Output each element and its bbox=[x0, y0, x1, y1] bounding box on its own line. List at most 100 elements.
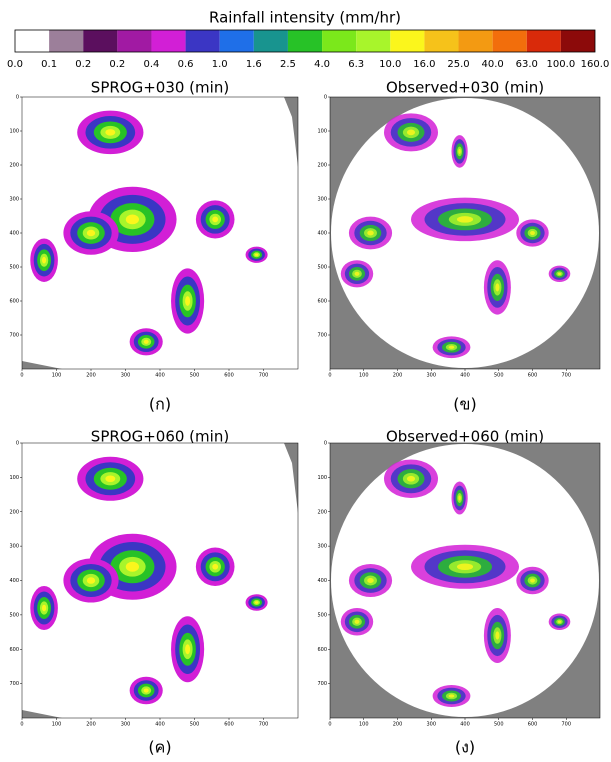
rain-area bbox=[185, 296, 190, 306]
y-tick-label: 400 bbox=[317, 578, 327, 584]
colorbar-swatch bbox=[561, 30, 595, 52]
x-tick-label: 400 bbox=[460, 373, 470, 379]
x-tick-label: 600 bbox=[224, 722, 234, 728]
x-tick-label: 200 bbox=[86, 722, 96, 728]
x-tick-label: 700 bbox=[561, 722, 571, 728]
x-tick-label: 300 bbox=[426, 722, 436, 728]
rain-area bbox=[558, 273, 561, 275]
rain-area bbox=[407, 130, 415, 136]
colorbar-tick-label: 0.4 bbox=[144, 59, 160, 70]
rain-area bbox=[144, 340, 149, 344]
colorbar-swatch bbox=[527, 30, 561, 52]
x-tick-label: 500 bbox=[494, 722, 504, 728]
x-tick-label: 500 bbox=[190, 373, 200, 379]
y-tick-label: 200 bbox=[317, 509, 327, 515]
x-tick-label: 100 bbox=[52, 722, 62, 728]
y-tick-label: 0 bbox=[324, 441, 327, 447]
rain-area bbox=[495, 631, 499, 639]
colorbar-swatch bbox=[83, 30, 117, 52]
y-tick-label: 300 bbox=[9, 544, 19, 550]
colorbar-tick-label: 160.0 bbox=[581, 59, 610, 70]
rain-area bbox=[255, 254, 258, 256]
x-tick-label: 300 bbox=[121, 722, 131, 728]
y-tick-label: 0 bbox=[16, 95, 19, 101]
rain-area bbox=[457, 216, 473, 223]
colorbar-tick-label: 10.0 bbox=[379, 59, 401, 70]
x-tick-label: 200 bbox=[393, 373, 403, 379]
x-tick-label: 600 bbox=[528, 722, 538, 728]
colorbar-tick-label: 6.3 bbox=[348, 59, 364, 70]
y-tick-label: 200 bbox=[317, 163, 327, 169]
y-tick-label: 700 bbox=[317, 681, 327, 687]
x-tick-label: 0 bbox=[328, 373, 331, 379]
rain-area bbox=[530, 231, 535, 235]
panel-title: SPROG+030 (min) bbox=[91, 79, 229, 97]
y-tick-label: 400 bbox=[9, 231, 19, 237]
y-tick-label: 700 bbox=[9, 681, 19, 687]
x-tick-label: 0 bbox=[20, 373, 23, 379]
rain-area bbox=[105, 129, 115, 136]
rain-area bbox=[355, 272, 360, 276]
figure: Rainfall intensity (mm/hr) 0.00.10.20.20… bbox=[0, 0, 611, 762]
x-tick-label: 500 bbox=[494, 373, 504, 379]
colorbar-swatch bbox=[117, 30, 151, 52]
y-tick-label: 500 bbox=[9, 612, 19, 618]
rain-area bbox=[212, 217, 218, 223]
colorbar-tick-label: 25.0 bbox=[447, 59, 469, 70]
rain-area bbox=[449, 694, 455, 697]
rain-area bbox=[42, 605, 46, 612]
y-tick-label: 0 bbox=[324, 95, 327, 101]
rain-area bbox=[87, 230, 95, 237]
rain-area bbox=[144, 688, 149, 692]
y-tick-label: 400 bbox=[9, 578, 19, 584]
rain-area bbox=[355, 620, 360, 624]
y-tick-label: 600 bbox=[9, 647, 19, 653]
y-tick-label: 600 bbox=[9, 299, 19, 305]
y-tick-label: 300 bbox=[317, 197, 327, 203]
colorbar-swatch bbox=[220, 30, 254, 52]
x-tick-label: 700 bbox=[259, 722, 269, 728]
rain-area bbox=[126, 215, 139, 225]
x-tick-label: 200 bbox=[86, 373, 96, 379]
x-tick-label: 200 bbox=[393, 722, 403, 728]
y-tick-label: 100 bbox=[317, 475, 327, 481]
colorbar-tick-label: 0.1 bbox=[41, 59, 57, 70]
colorbar-tick-label: 0.2 bbox=[109, 59, 125, 70]
y-tick-label: 600 bbox=[317, 299, 327, 305]
colorbar-swatch bbox=[459, 30, 493, 52]
y-tick-label: 100 bbox=[9, 129, 19, 135]
colorbar-swatch bbox=[49, 30, 83, 52]
rain-area bbox=[458, 496, 460, 501]
colorbar-swatch bbox=[288, 30, 322, 52]
rain-area bbox=[457, 563, 473, 570]
rain-area bbox=[495, 283, 499, 291]
colorbar-tick-label: 100.0 bbox=[547, 59, 576, 70]
rain-area bbox=[87, 577, 95, 584]
colorbar-swatch bbox=[322, 30, 356, 52]
colorbar-tick-label: 0.0 bbox=[7, 59, 23, 70]
colorbar-title: Rainfall intensity (mm/hr) bbox=[209, 9, 401, 27]
colorbar-tick-label: 1.6 bbox=[246, 59, 262, 70]
rain-area bbox=[367, 231, 373, 236]
y-tick-label: 200 bbox=[9, 163, 19, 169]
colorbar-swatch bbox=[15, 30, 49, 52]
x-tick-label: 100 bbox=[52, 373, 62, 379]
x-tick-label: 400 bbox=[155, 373, 165, 379]
colorbar-swatch bbox=[254, 30, 288, 52]
rain-area bbox=[255, 601, 258, 603]
colorbar-tick-label: 4.0 bbox=[314, 59, 330, 70]
x-tick-label: 700 bbox=[561, 373, 571, 379]
y-tick-label: 500 bbox=[9, 265, 19, 271]
colorbar-tick-label: 2.5 bbox=[280, 59, 296, 70]
rain-area bbox=[367, 578, 373, 583]
x-tick-label: 100 bbox=[359, 373, 369, 379]
x-tick-label: 100 bbox=[359, 722, 369, 728]
rain-area bbox=[407, 476, 415, 482]
x-tick-label: 700 bbox=[259, 373, 269, 379]
x-tick-label: 400 bbox=[460, 722, 470, 728]
colorbar-tick-label: 1.0 bbox=[212, 59, 228, 70]
panel-caption: (ค) bbox=[148, 738, 171, 757]
panel-caption: (ข) bbox=[453, 395, 476, 414]
colorbar-tick-label: 0.6 bbox=[178, 59, 194, 70]
